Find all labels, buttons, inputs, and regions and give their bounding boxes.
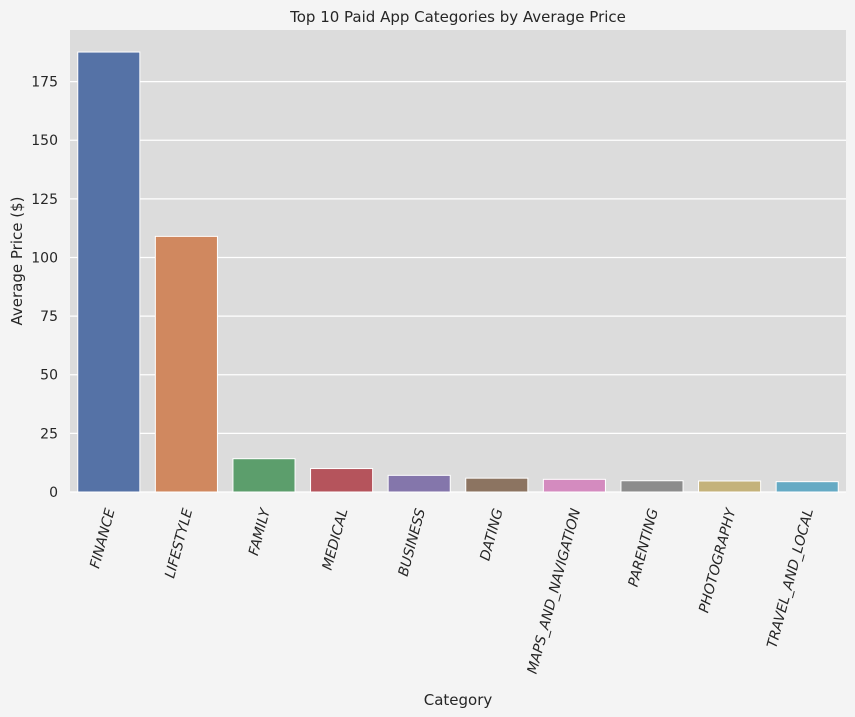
y-tick-label: 25 <box>40 426 58 442</box>
bar-finance <box>77 51 141 493</box>
bar-lifestyle <box>154 235 218 493</box>
x-tick-label: FINANCE <box>87 507 118 571</box>
bar-photography <box>698 480 762 493</box>
y-tick-label: 50 <box>40 368 58 384</box>
chart-title: Top 10 Paid App Categories by Average Pr… <box>289 8 626 26</box>
y-tick-label: 0 <box>49 485 58 501</box>
bar-medical <box>310 468 374 493</box>
x-axis-label: Category <box>424 691 493 709</box>
bar-maps-and-navigation <box>542 478 606 493</box>
x-tick-labels: FINANCE LIFESTYLE FAMILY MEDICAL BUSINESS DAT… <box>87 505 817 675</box>
bar-parenting <box>620 480 684 493</box>
y-tick-label: 75 <box>40 309 58 325</box>
bar-business <box>387 474 451 493</box>
y-tick-label: 100 <box>31 250 58 266</box>
y-tick-label: 175 <box>31 75 58 91</box>
bars <box>77 51 839 493</box>
x-tick-label: FAMILY <box>246 505 274 557</box>
x-tick-label: LIFESTYLE <box>162 507 196 580</box>
bar-family <box>232 458 296 493</box>
x-tick-label: DATING <box>477 507 506 563</box>
y-tick-label: 150 <box>31 133 58 149</box>
y-tick-labels: 0 25 50 75 100 125 150 175 <box>31 75 58 501</box>
bar-travel-and-local <box>775 481 839 493</box>
x-tick-label: MAPS_AND_NAVIGATION <box>525 506 585 675</box>
bar-dating <box>465 477 529 493</box>
x-tick-label: PARENTING <box>626 507 662 589</box>
y-axis-label: Average Price ($) <box>8 197 26 326</box>
x-tick-label: TRAVEL_AND_LOCAL <box>764 507 817 650</box>
x-tick-label: MEDICAL <box>320 507 352 572</box>
x-tick-label: BUSINESS <box>396 507 429 578</box>
x-tick-label: PHOTOGRAPHY <box>696 506 740 615</box>
y-tick-label: 125 <box>31 192 58 208</box>
